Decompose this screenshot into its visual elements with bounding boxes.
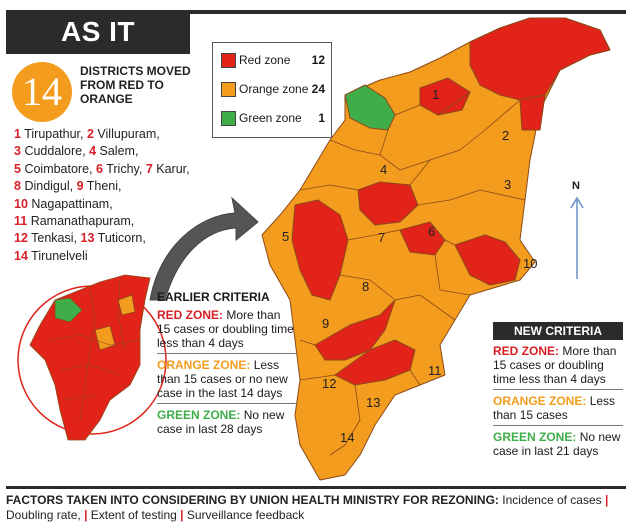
district-number: 5 bbox=[14, 161, 21, 176]
district-name: Tuticorn, bbox=[97, 231, 146, 246]
map-label: 12 bbox=[322, 376, 336, 391]
new-criteria: NEW CRITERIA RED ZONE: More than 15 case… bbox=[493, 322, 623, 465]
footer-lead: FACTORS TAKEN INTO CONSIDERING BY UNION … bbox=[6, 493, 499, 507]
district-name: Cuddalore, bbox=[24, 144, 86, 159]
district-name: Tirupathur, bbox=[24, 127, 84, 141]
legend-item-orange: Orange zone 24 bbox=[221, 80, 331, 98]
district-number: 2 bbox=[86, 127, 94, 141]
map-district-red bbox=[469, 17, 611, 101]
legend-value: 24 bbox=[311, 82, 325, 96]
inset-green bbox=[54, 297, 83, 323]
criteria-red: RED ZONE: More than 15 cases or doubling… bbox=[493, 344, 623, 390]
inset-orange bbox=[94, 325, 116, 351]
footer-note: FACTORS TAKEN INTO CONSIDERING BY UNION … bbox=[6, 486, 626, 523]
pointer-arrow bbox=[149, 196, 259, 301]
district-name: Villupuram, bbox=[97, 127, 160, 141]
map-district-red bbox=[357, 181, 419, 226]
legend-label: Red zone bbox=[239, 53, 291, 67]
earlier-criteria: EARLIER CRITERIA RED ZONE: More than 15 … bbox=[157, 290, 297, 443]
north-label: N bbox=[572, 180, 580, 192]
earlier-criteria-title: EARLIER CRITERIA bbox=[157, 290, 270, 304]
legend-value: 1 bbox=[318, 111, 325, 125]
district-name: Theni, bbox=[86, 179, 122, 194]
district-name: Karur, bbox=[156, 161, 190, 176]
legend-label: Orange zone bbox=[239, 82, 309, 96]
district-name: Tirunelveli bbox=[31, 248, 88, 263]
map-district-red bbox=[334, 339, 416, 386]
map-label: 4 bbox=[380, 162, 387, 177]
north-arrow-icon bbox=[570, 196, 584, 279]
criteria-red: RED ZONE: More than 15 cases or doubling… bbox=[157, 308, 297, 354]
district-name: Dindigul, bbox=[24, 179, 74, 194]
district-borders bbox=[299, 91, 526, 456]
criteria-green: GREEN ZONE: No new case in last 28 days bbox=[157, 408, 285, 436]
district-number: 7 bbox=[145, 161, 153, 176]
legend-label: Green zone bbox=[239, 111, 302, 125]
map-label: 2 bbox=[502, 128, 509, 143]
map-district-red bbox=[519, 94, 546, 131]
district-number: 10 bbox=[14, 196, 28, 211]
map-label: 7 bbox=[378, 230, 385, 245]
district-name: Nagapattinam, bbox=[31, 196, 113, 211]
district-number: 6 bbox=[96, 161, 103, 176]
count-badge: 14 bbox=[12, 62, 72, 122]
district-list: 1 Tirupathur, 2 Villupuram, 3 Cuddalore,… bbox=[14, 126, 214, 265]
district-name: Salem, bbox=[99, 144, 139, 159]
map-district-green bbox=[344, 84, 396, 131]
map-label: 8 bbox=[362, 279, 369, 294]
map-label: 1 bbox=[432, 87, 439, 102]
map-label: 14 bbox=[340, 430, 354, 445]
green-swatch bbox=[221, 111, 236, 126]
district-number: 11 bbox=[14, 214, 28, 229]
criteria-green: GREEN ZONE: No new case in last 21 days bbox=[493, 430, 621, 458]
inset-borders bbox=[49, 279, 141, 421]
map-label: 10 bbox=[523, 256, 537, 271]
district-name: Trichy, bbox=[106, 161, 143, 176]
page-title: AS IT STANDS bbox=[6, 10, 190, 91]
map-district-red bbox=[454, 234, 521, 286]
zone-legend: Red zone 12 Orange zone 24 Green zone 1 bbox=[212, 42, 332, 138]
map-label: 3 bbox=[504, 177, 511, 192]
district-number: 13 bbox=[80, 231, 95, 246]
legend-item-red: Red zone 12 bbox=[221, 51, 331, 69]
orange-swatch bbox=[221, 82, 236, 97]
district-number: 14 bbox=[14, 248, 28, 263]
map-label: 6 bbox=[428, 224, 435, 239]
criteria-orange: ORANGE ZONE: Less than 15 cases bbox=[493, 394, 623, 426]
criteria-orange: ORANGE ZONE: Less than 15 cases or no ne… bbox=[157, 358, 297, 404]
legend-item-green: Green zone 1 bbox=[221, 109, 331, 127]
district-number: 12 bbox=[14, 231, 28, 246]
inset-map-earlier bbox=[17, 274, 167, 441]
map-label: 5 bbox=[282, 229, 289, 244]
district-number: 8 bbox=[14, 179, 21, 194]
district-number: 3 bbox=[14, 144, 21, 159]
district-number: 4 bbox=[89, 144, 97, 159]
map-label: 11 bbox=[428, 363, 442, 378]
map-label: 9 bbox=[322, 316, 329, 331]
district-name: Ramanathapuram, bbox=[30, 214, 135, 229]
count-label: DISTRICTS MOVED FROM RED TO ORANGE bbox=[80, 64, 191, 106]
red-swatch bbox=[221, 53, 236, 68]
district-name: Coimbatore, bbox=[24, 161, 93, 176]
top-rule bbox=[6, 10, 626, 14]
map-district-red bbox=[314, 299, 396, 361]
map-label: 13 bbox=[366, 395, 380, 410]
district-number: 1 bbox=[14, 127, 21, 141]
new-criteria-title: NEW CRITERIA bbox=[493, 322, 623, 340]
legend-value: 12 bbox=[311, 53, 325, 67]
map-district-red bbox=[291, 199, 349, 301]
district-name: Tenkasi, bbox=[31, 231, 78, 246]
map-district-red bbox=[399, 221, 446, 256]
compass: N bbox=[567, 180, 587, 280]
district-number: 9 bbox=[76, 179, 84, 194]
inset-orange bbox=[117, 294, 136, 316]
